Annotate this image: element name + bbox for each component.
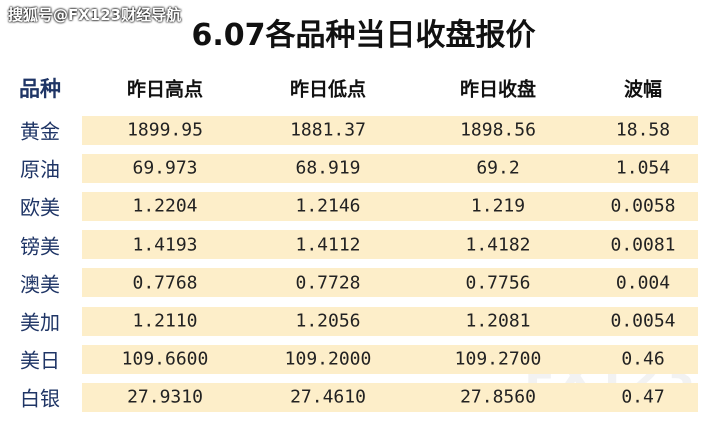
- value-cell: 1898.56: [460, 119, 536, 141]
- value-cell: 0.0081: [610, 234, 676, 256]
- value-cell: 0.7756: [465, 272, 531, 294]
- value-cell: 109.2000: [284, 348, 372, 370]
- row-background: [82, 153, 698, 183]
- title: 6.07各品种当日收盘报价: [191, 18, 536, 53]
- value-cell: 0.0054: [610, 310, 676, 332]
- row-label: 白银: [20, 386, 60, 411]
- row-background: [82, 344, 698, 374]
- row-background: [82, 382, 698, 412]
- value-cell: 1.2204: [132, 195, 198, 217]
- value-cell: 0.7768: [132, 272, 198, 294]
- row-background: [82, 306, 698, 336]
- header-cell: 波幅: [623, 78, 663, 101]
- row-label: 欧美: [20, 195, 60, 220]
- header-cell: 昨日低点: [289, 78, 367, 101]
- header-cell: 昨日收盘: [459, 78, 537, 101]
- row-background: [82, 115, 698, 145]
- value-cell: 0.47: [621, 386, 665, 408]
- value-cell: 1.219: [470, 195, 526, 217]
- row-background: [82, 230, 698, 260]
- value-cell: 1.4193: [132, 234, 198, 256]
- row-label: 黄金: [20, 119, 60, 144]
- value-cell: 109.6600: [121, 348, 209, 370]
- value-cell: 1.2146: [295, 195, 361, 217]
- row-background: [82, 268, 698, 298]
- value-cell: 1899.95: [127, 119, 203, 141]
- value-cell: 68.919: [295, 157, 361, 179]
- row-label: 原油: [20, 157, 60, 182]
- header-cell: 品种: [19, 77, 61, 101]
- value-cell: 0.0058: [610, 195, 676, 217]
- value-cell: 27.4610: [290, 386, 366, 408]
- row-label: 美日: [20, 348, 60, 373]
- row-label: 澳美: [20, 272, 60, 297]
- value-cell: 27.8560: [460, 386, 536, 408]
- value-cell: 69.973: [132, 157, 198, 179]
- value-cell: 0.7728: [295, 272, 361, 294]
- value-cell: 1881.37: [290, 119, 366, 141]
- row-label: 美加: [20, 310, 60, 335]
- row-label: 镑美: [20, 234, 60, 259]
- value-cell: 1.2110: [132, 310, 198, 332]
- value-cell: 27.9310: [127, 386, 203, 408]
- value-cell: 1.4182: [465, 234, 531, 256]
- value-cell: 1.4112: [295, 234, 361, 256]
- value-cell: 109.2700: [454, 348, 542, 370]
- value-cell: 18.58: [615, 119, 671, 141]
- value-cell: 1.2056: [295, 310, 361, 332]
- header-cell: 昨日高点: [126, 78, 204, 101]
- value-cell: 0.46: [621, 348, 665, 370]
- value-cell: 0.004: [615, 272, 671, 294]
- value-cell: 69.2: [476, 157, 520, 179]
- value-cell: 1.054: [615, 157, 671, 179]
- watermark: 搜狐号@FX123财经导航: [8, 6, 182, 24]
- row-background: [82, 191, 698, 221]
- value-cell: 1.2081: [465, 310, 531, 332]
